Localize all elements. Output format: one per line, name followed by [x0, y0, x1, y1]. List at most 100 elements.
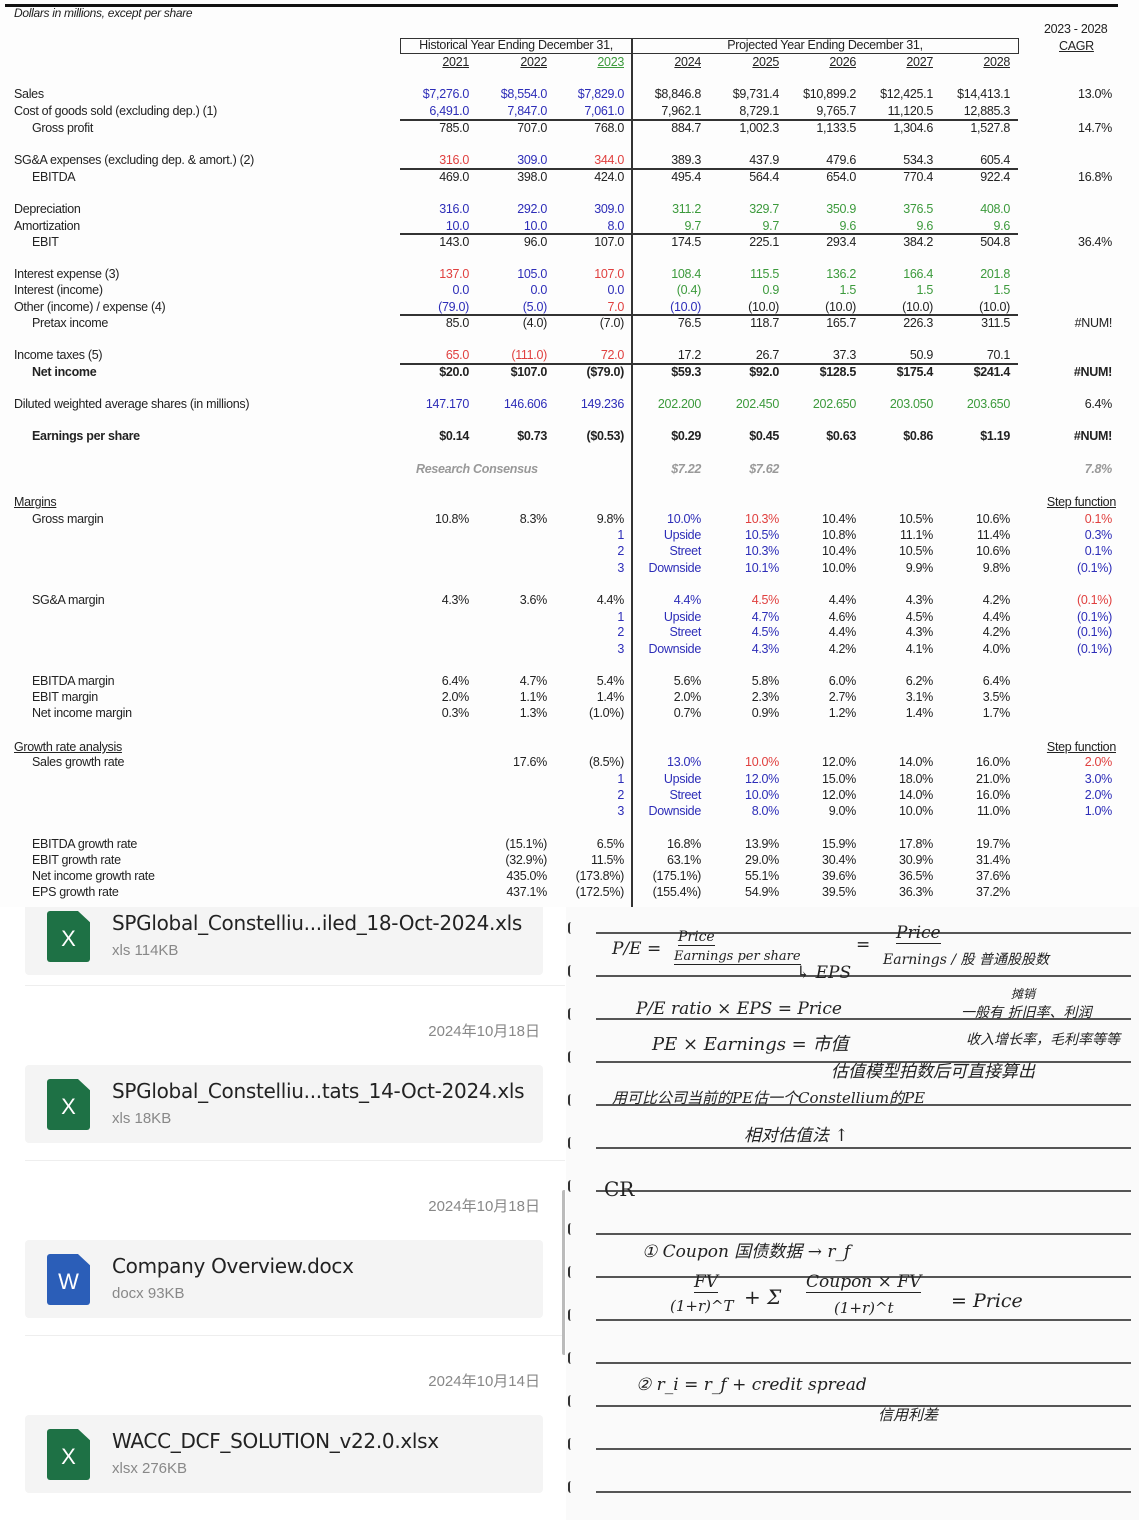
file-item[interactable]: W Company Overview.docx docx 93KB [25, 1240, 543, 1318]
binder-ring [568, 1438, 574, 1450]
cell-2027: 17.8% [899, 837, 933, 851]
row-label: EBITDA [32, 170, 76, 184]
cell-2025: $92.0 [749, 365, 779, 379]
cagr-cell: 36.4% [1078, 235, 1112, 249]
cell-2025: 29.0% [745, 853, 779, 867]
cell-2023: 7.0 [607, 300, 625, 314]
note-formula-sum: + Σ [744, 1285, 782, 1309]
cell-2023: (1.0%) [588, 706, 624, 720]
cell-2027: 18.0% [899, 772, 933, 786]
spreadsheet-income-statement: Dollars in millions, except per share Hi… [5, 4, 1118, 907]
cell-2022: $0.73 [517, 429, 547, 443]
cell-2022: 437.1% [506, 885, 547, 899]
cell-2028: 922.4 [980, 170, 1010, 184]
row-label: Interest expense (3) [14, 267, 120, 281]
binder-ring [568, 1481, 574, 1493]
cell-2028: 1.7% [982, 706, 1011, 720]
row-label: Sales growth rate [32, 755, 125, 769]
binder-ring [568, 1051, 574, 1063]
cell-2025: (10.0) [748, 300, 779, 314]
notebook-rule [596, 1018, 1131, 1020]
cell-2021: 4.3% [441, 593, 470, 607]
cell-2024: 108.4 [671, 267, 701, 281]
row-label: Earnings per share [32, 429, 140, 443]
cell-2026: 165.7 [826, 316, 856, 330]
binder-ring [568, 1395, 574, 1407]
cagr-range: 2023 - 2028 [1044, 22, 1108, 36]
cell-2027: $12,425.1 [880, 87, 933, 101]
historical-header: Historical Year Ending December 31, [400, 38, 632, 54]
cell-2023: 3 [617, 642, 624, 656]
file-item[interactable]: X SPGlobal_Constelliu...iled_18-Oct-2024… [25, 907, 543, 975]
cell-2028: 1,527.8 [970, 121, 1010, 135]
file-item[interactable]: X WACC_DCF_SOLUTION_v22.0.xlsx xlsx 276K… [25, 1415, 543, 1493]
cell-2027: 36.3% [899, 885, 933, 899]
cell-2027: $175.4 [896, 365, 934, 379]
year-header-2022: 2022 [520, 55, 547, 69]
cell-2025: 4.7% [751, 610, 780, 624]
note-formula-price: = Price [951, 1290, 1023, 1312]
cell-2022: (5.0) [522, 300, 548, 314]
cell-2028: 70.1 [986, 348, 1010, 362]
note-eq: = [856, 935, 871, 955]
cell-2023: 149.236 [580, 397, 624, 411]
cagr-cell: 3.0% [1084, 772, 1113, 786]
cell-2021: 0.3% [441, 706, 470, 720]
cell-2026: 15.9% [822, 837, 856, 851]
cell-2022: 292.0 [517, 202, 547, 216]
cell-2026: 15.0% [822, 772, 856, 786]
date-label: 2024年10月14日 [428, 1373, 540, 1390]
cell-2022: 17.6% [513, 755, 547, 769]
binder-ring [568, 1180, 574, 1192]
cell-2025: 12.0% [745, 772, 779, 786]
cell-2027: 3.1% [905, 690, 934, 704]
binder-ring [568, 1266, 574, 1278]
cell-2023: 5.4% [596, 674, 625, 688]
cell-2028: 11.0% [976, 804, 1010, 818]
cell-2024: 2.0% [673, 690, 702, 704]
note-cr: CR [604, 1177, 635, 1201]
cell-2026: 4.2% [828, 642, 857, 656]
note-pe-num2: Price [896, 923, 941, 944]
divider [25, 985, 565, 986]
cell-2026: 1.5 [839, 283, 857, 297]
cell-2027: 10.5% [899, 544, 933, 558]
cell-2026: 12.0% [822, 788, 856, 802]
cell-2027: 11,120.5 [887, 104, 934, 118]
cell-2026: 6.0% [828, 674, 857, 688]
cell-2021: 10.8% [435, 512, 469, 526]
row-label: EBITDA margin [32, 674, 115, 688]
cell-2021: $20.0 [439, 365, 469, 379]
cell-2022: 7,847.0 [507, 104, 547, 118]
cell-2025: 10.5% [745, 528, 779, 542]
cell-2028: 605.4 [980, 153, 1010, 167]
cell-2024: 389.3 [671, 153, 701, 167]
cell-2027: 770.4 [903, 170, 933, 184]
cell-2021: $7,276.0 [422, 87, 470, 101]
scrollbar[interactable] [562, 1190, 565, 1355]
cell-2023: 72.0 [600, 348, 624, 362]
cell-2026: 350.9 [826, 202, 856, 216]
cell-2027: $0.86 [903, 429, 933, 443]
cell-2024: 13.0% [667, 755, 701, 769]
cell-2022: 146.606 [503, 397, 547, 411]
cagr-cell: (0.1%) [1076, 642, 1112, 656]
file-meta: xlsx 276KB [112, 1460, 188, 1477]
file-item[interactable]: X SPGlobal_Constelliu...tats_14-Oct-2024… [25, 1065, 543, 1143]
cell-2028: 311.5 [981, 316, 1010, 330]
cell-2028: 408.0 [980, 202, 1010, 216]
excel-file-icon: X [47, 1079, 90, 1130]
cell-2024: Street [669, 788, 701, 802]
cagr-cell: (0.1%) [1076, 625, 1112, 639]
cell-2021: 785.0 [439, 121, 469, 135]
cell-2024: Downside [648, 642, 702, 656]
cell-2027: 36.5% [899, 869, 933, 883]
cagr-cell: 2.0% [1084, 755, 1113, 769]
cagr-header: CAGR [1059, 39, 1094, 53]
cell-2025: 55.1% [745, 869, 779, 883]
cell-2026: 12.0% [822, 755, 856, 769]
cell-2025: 2.3% [751, 690, 780, 704]
notebook-rule [596, 1448, 1131, 1450]
cell-2025: 8.0% [751, 804, 780, 818]
cell-2025: 26.7 [755, 348, 779, 362]
